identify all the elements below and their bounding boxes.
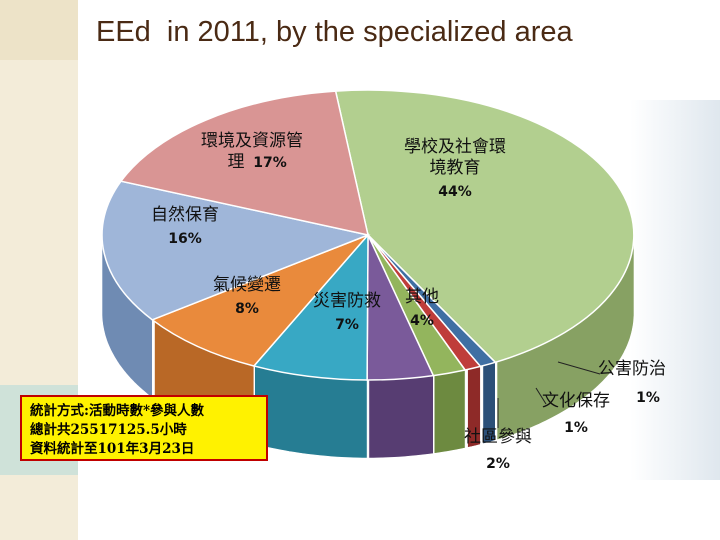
statistics-total-line: 總計共25517125.5小時 xyxy=(30,422,187,438)
statistics-method-line: 統計方式:活動時數*參與人數 xyxy=(30,403,205,419)
pie-slice-label-5: 其他 xyxy=(405,287,439,307)
pie-side-5 xyxy=(368,375,434,459)
pie-slice-percent-5: 4% xyxy=(410,313,434,329)
pie-slice-label-8: 自然保育 xyxy=(151,205,219,225)
pie-leader-line-3 xyxy=(535,387,547,405)
pie-slice-percent-8: 16% xyxy=(168,231,202,247)
pie-leader-lines xyxy=(497,361,601,428)
pie-slice-9 xyxy=(119,90,369,236)
pie-side-4 xyxy=(433,369,466,454)
pie-slice-percent-2: 1% xyxy=(636,390,660,406)
pie-slice-label-9: 環境及資源管理 xyxy=(201,131,303,172)
pie-slice-label-6: 災害防救 xyxy=(313,291,381,311)
left-decoration-tile xyxy=(0,0,78,60)
pie-slice-percent-3: 1% xyxy=(564,420,588,436)
pie-slice-label-4: 社區參與 xyxy=(464,427,532,447)
pie-slice-1 xyxy=(334,89,635,364)
page-title: EEd in 2011, by the specialized area xyxy=(96,16,573,48)
pie-slice-percent-7: 8% xyxy=(235,301,259,317)
pie-slice-label-2: 公害防治 xyxy=(598,359,666,379)
pie-slice-label-3: 文化保存 xyxy=(542,391,610,411)
pie-slice-label-1: 學校及社會環境教育 xyxy=(404,137,506,178)
pie-slice-label-7: 氣候變遷 xyxy=(213,275,281,295)
pie-slice-percent-9: 17% xyxy=(253,155,287,171)
pie-slice-7 xyxy=(150,234,369,367)
pie-slice-percent-4: 2% xyxy=(486,456,510,472)
pie-slice-percent-1: 44% xyxy=(438,184,472,200)
pie-slice-8 xyxy=(101,180,371,321)
pie-slice-6 xyxy=(252,232,369,381)
right-decoration-gradient xyxy=(630,100,720,480)
pie-labels: 學校及社會環境教育 44% 公害防治 1% 文化保存 1% 社區參與 2% 其他 4% 災害防救 7%… xyxy=(151,131,666,472)
pie-leader-line-2 xyxy=(557,361,601,375)
statistics-note-box: 統計方式:活動時數*參與人數 總計共25517125.5小時 資料統計至101年… xyxy=(20,395,268,461)
pie-tops xyxy=(101,89,635,381)
pie-slice-percent-6: 7% xyxy=(335,317,359,333)
statistics-date-line: 資料統計至101年3月23日 xyxy=(30,441,195,457)
